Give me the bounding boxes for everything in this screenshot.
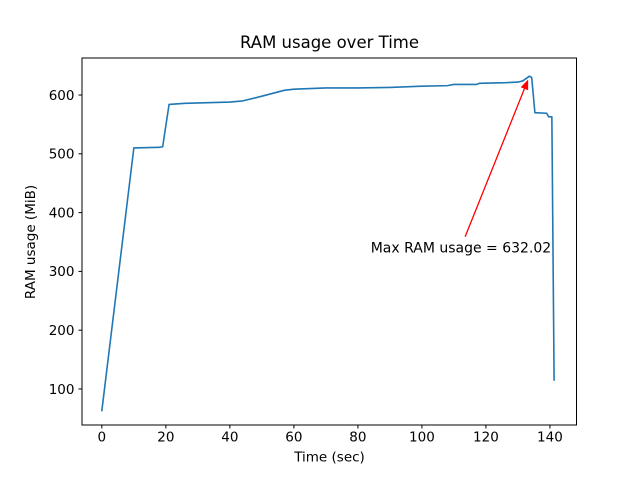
x-tick-label: 140 [537, 430, 563, 446]
y-tick-label: 200 [49, 323, 75, 339]
chart-title: RAM usage over Time [240, 33, 419, 52]
y-axis-ticks: 100 200 300 400 500 600 [49, 88, 82, 398]
x-axis-label: Time (sec) [293, 450, 365, 466]
ram-usage-line [101, 75, 555, 412]
x-tick-label: 0 [98, 430, 107, 446]
plot-border [81, 57, 577, 426]
y-tick-label: 600 [49, 88, 75, 104]
x-tick-label: 80 [349, 430, 366, 446]
y-tick-label: 100 [49, 382, 75, 398]
y-axis-label: RAM usage (MiB) [23, 185, 39, 299]
max-annotation-text: Max RAM usage = 632.02 [371, 241, 552, 257]
x-tick-label: 20 [157, 430, 174, 446]
x-tick-label: 120 [473, 430, 499, 446]
y-tick-label: 300 [49, 264, 75, 280]
series-group [101, 75, 555, 412]
x-axis-ticks: 0 20 40 60 80 100 120 140 [98, 425, 563, 446]
x-tick-label: 100 [409, 430, 435, 446]
y-tick-label: 500 [49, 147, 75, 163]
annotation-arrow-line [464, 86, 526, 237]
annotation-arrow-head [520, 79, 529, 91]
x-tick-label: 60 [285, 430, 302, 446]
y-tick-label: 400 [49, 205, 75, 221]
annotation-arrow [464, 79, 529, 237]
x-tick-label: 40 [221, 430, 238, 446]
